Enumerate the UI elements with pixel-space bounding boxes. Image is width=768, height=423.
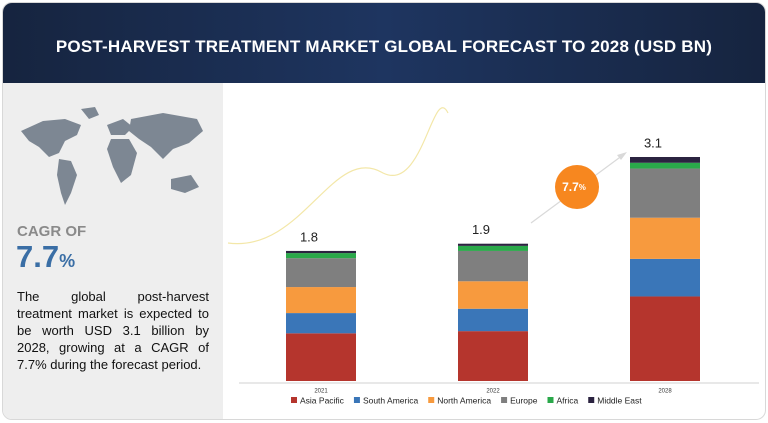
legend-swatch	[588, 397, 595, 403]
x-tick-label: 2021	[314, 389, 328, 395]
bar-segment	[286, 253, 356, 259]
sidebar: CAGR OF 7.7% The global post-harvest tre…	[3, 83, 223, 419]
legend-label: Middle East	[597, 395, 642, 405]
legend-swatch	[353, 397, 360, 403]
bar-segment	[630, 157, 700, 163]
badge-unit: %	[579, 183, 586, 192]
bar-segment	[630, 162, 700, 169]
badge-number: 7.7	[562, 180, 579, 194]
bar-segment	[630, 258, 700, 297]
bar-segment	[630, 296, 700, 381]
legend-label: Asia Pacific	[300, 395, 345, 405]
bar-segment	[458, 243, 528, 246]
cagr-label: CAGR OF	[17, 223, 87, 240]
bar-segment	[286, 287, 356, 314]
title: POST-HARVEST TREATMENT MARKET GLOBAL FOR…	[55, 37, 713, 56]
x-tick-label: 2022	[486, 389, 500, 395]
bar-segment	[458, 245, 528, 251]
bar-segment	[286, 250, 356, 254]
bar-segment	[630, 217, 700, 259]
chart: 7.7% 1.8 2021 1.9 2022 3.1 2028 Asia Pacific So…	[227, 107, 759, 405]
badge-value: 7.7%	[562, 180, 586, 194]
cagr-badge	[555, 165, 599, 209]
cagr-unit: %	[59, 251, 76, 271]
bar-segment	[458, 331, 528, 381]
bar-segment	[458, 281, 528, 309]
bar-segment	[458, 250, 528, 282]
legend-swatch	[501, 397, 508, 403]
x-tick-label: 2028	[658, 389, 672, 395]
legend-label: Europe	[510, 395, 538, 405]
bar-segment	[458, 308, 528, 332]
total-label: 1.8	[300, 229, 318, 244]
legend-label: Africa	[557, 395, 579, 405]
arrow-head	[617, 152, 627, 160]
legend-swatch	[547, 397, 554, 403]
legend-swatch	[291, 397, 297, 403]
cagr-number: 7.7	[16, 239, 60, 274]
total-label: 1.9	[472, 222, 490, 237]
bar-segment	[286, 313, 356, 334]
legend-label: South America	[363, 395, 419, 405]
decor-curve	[227, 107, 449, 245]
legend-swatch	[428, 397, 435, 403]
bar-segment	[286, 333, 356, 381]
world-map	[21, 107, 203, 205]
description: The global post-harvest treatment market…	[17, 289, 209, 372]
bar-segment	[286, 258, 356, 288]
header: POST-HARVEST TREATMENT MARKET GLOBAL FOR…	[3, 3, 765, 83]
bar-segment	[630, 168, 700, 218]
total-label: 3.1	[644, 135, 662, 150]
legend-label: North America	[437, 395, 491, 405]
cagr-value: 7.7%	[16, 239, 75, 275]
